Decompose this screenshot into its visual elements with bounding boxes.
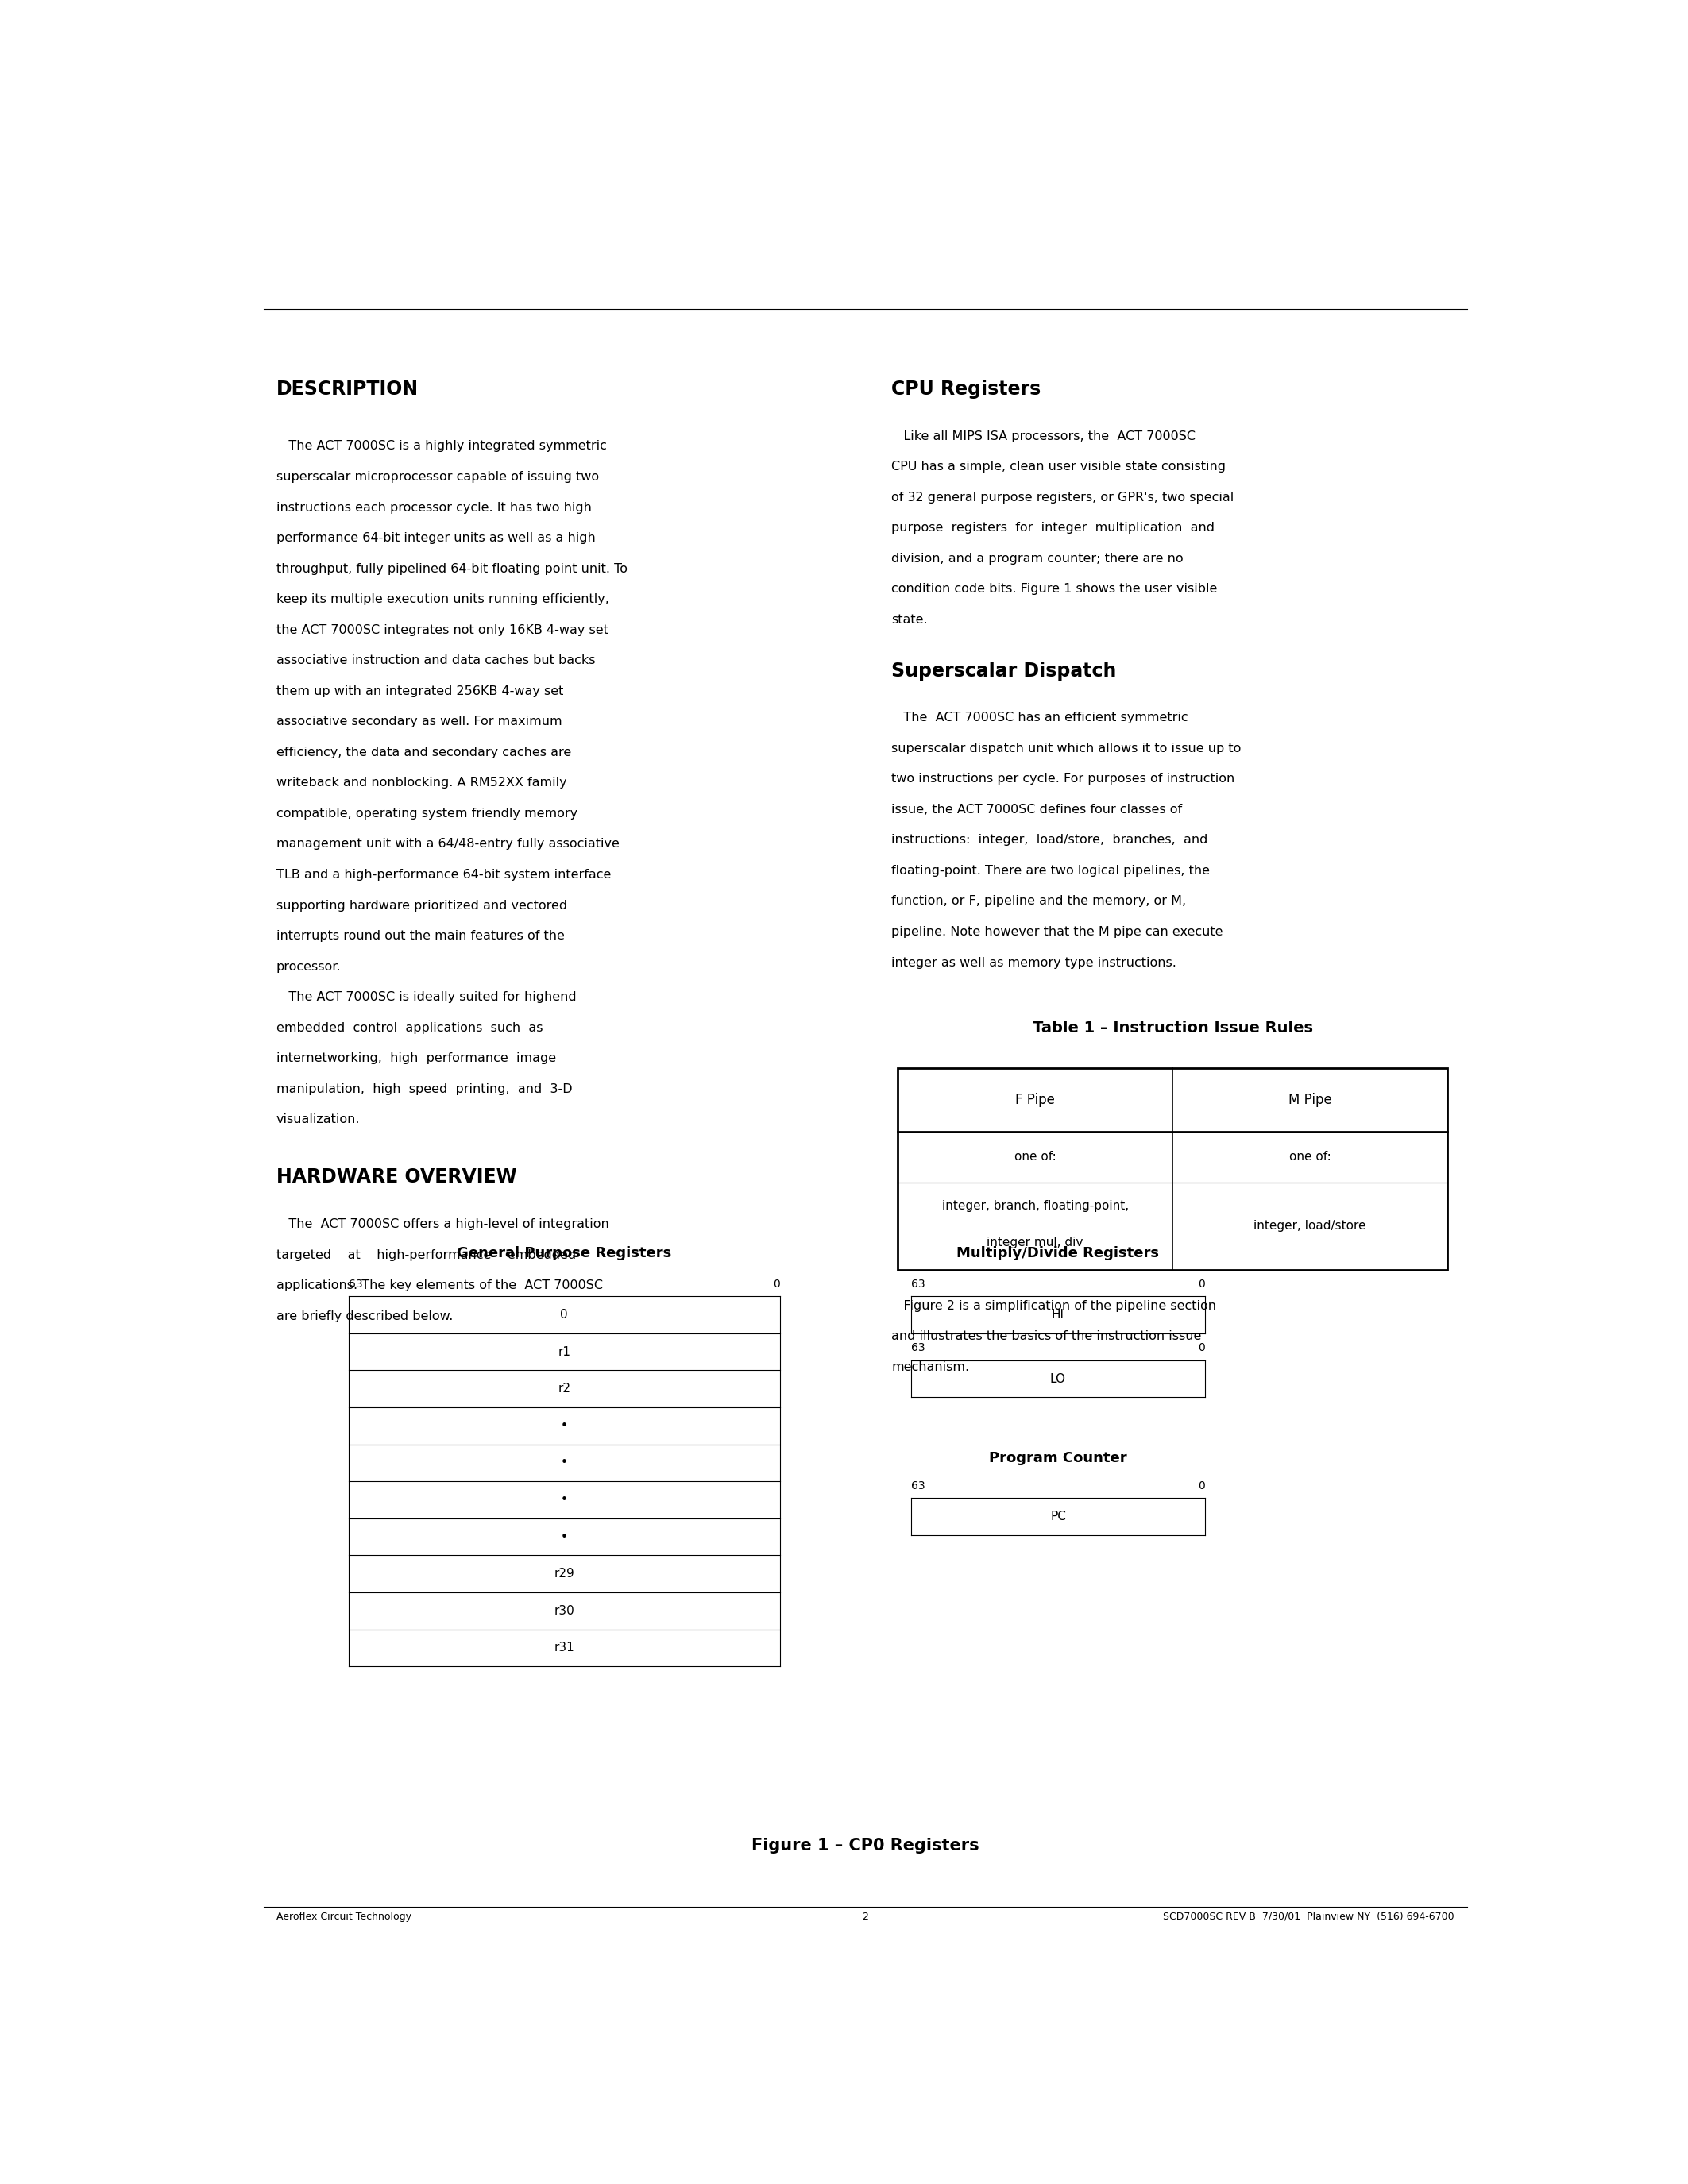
Text: r2: r2 [557,1382,571,1396]
Text: integer, load/store: integer, load/store [1254,1221,1366,1232]
Text: The  ACT 7000SC has an efficient symmetric: The ACT 7000SC has an efficient symmetri… [891,712,1188,723]
Text: condition code bits. Figure 1 shows the user visible: condition code bits. Figure 1 shows the … [891,583,1217,596]
Text: SCD7000SC REV B  7/30/01  Plainview NY  (516) 694-6700: SCD7000SC REV B 7/30/01 Plainview NY (51… [1163,1911,1453,1922]
Text: interrupts round out the main features of the: interrupts round out the main features o… [277,930,565,941]
Text: performance 64-bit integer units as well as a high: performance 64-bit integer units as well… [277,533,596,544]
Text: the ACT 7000SC integrates not only 16KB 4-way set: the ACT 7000SC integrates not only 16KB … [277,625,608,636]
Text: of 32 general purpose registers, or GPR's, two special: of 32 general purpose registers, or GPR'… [891,491,1234,502]
Text: •: • [560,1531,567,1542]
Text: 0: 0 [773,1278,780,1289]
Text: 63: 63 [912,1278,925,1289]
Text: r1: r1 [557,1345,571,1358]
Text: throughput, fully pipelined 64-bit floating point unit. To: throughput, fully pipelined 64-bit float… [277,563,628,574]
Text: 63: 63 [348,1278,363,1289]
Text: 0: 0 [560,1308,569,1321]
Text: 63: 63 [912,1481,925,1492]
Text: processor.: processor. [277,961,341,972]
Text: PC: PC [1050,1511,1065,1522]
Text: associative instruction and data caches but backs: associative instruction and data caches … [277,655,596,666]
Text: mechanism.: mechanism. [891,1361,969,1374]
Text: DESCRIPTION: DESCRIPTION [277,380,419,400]
Text: •: • [560,1494,567,1505]
Text: efficiency, the data and secondary caches are: efficiency, the data and secondary cache… [277,747,571,758]
Text: manipulation,  high  speed  printing,  and  3-D: manipulation, high speed printing, and 3… [277,1083,572,1094]
Text: superscalar microprocessor capable of issuing two: superscalar microprocessor capable of is… [277,472,599,483]
Text: CPU has a simple, clean user visible state consisting: CPU has a simple, clean user visible sta… [891,461,1225,472]
Text: r30: r30 [554,1605,574,1616]
Text: 0: 0 [1198,1343,1205,1354]
Text: integer, branch, floating-point,: integer, branch, floating-point, [942,1199,1129,1212]
Text: The ACT 7000SC is a highly integrated symmetric: The ACT 7000SC is a highly integrated sy… [277,441,606,452]
Text: state.: state. [891,614,927,627]
Text: superscalar dispatch unit which allows it to issue up to: superscalar dispatch unit which allows i… [891,743,1241,753]
Text: associative secondary as well. For maximum: associative secondary as well. For maxim… [277,716,562,727]
Text: purpose  registers  for  integer  multiplication  and: purpose registers for integer multiplica… [891,522,1215,533]
Text: integer as well as memory type instructions.: integer as well as memory type instructi… [891,957,1177,968]
Text: issue, the ACT 7000SC defines four classes of: issue, the ACT 7000SC defines four class… [891,804,1182,815]
Text: keep its multiple execution units running efficiently,: keep its multiple execution units runnin… [277,594,609,605]
Text: LO: LO [1050,1374,1067,1385]
Text: one of:: one of: [1290,1151,1330,1164]
Text: and illustrates the basics of the instruction issue: and illustrates the basics of the instru… [891,1330,1202,1343]
Text: Aeroflex Circuit Technology: Aeroflex Circuit Technology [277,1911,412,1922]
Text: two instructions per cycle. For purposes of instruction: two instructions per cycle. For purposes… [891,773,1234,784]
Text: one of:: one of: [1014,1151,1057,1164]
Text: pipeline. Note however that the M pipe can execute: pipeline. Note however that the M pipe c… [891,926,1222,937]
Text: M Pipe: M Pipe [1288,1092,1332,1107]
Text: 63: 63 [912,1343,925,1354]
Text: r29: r29 [554,1568,574,1579]
Text: Figure 1 – CP0 Registers: Figure 1 – CP0 Registers [751,1837,979,1854]
Text: them up with an integrated 256KB 4-way set: them up with an integrated 256KB 4-way s… [277,686,564,697]
Text: internetworking,  high  performance  image: internetworking, high performance image [277,1053,555,1064]
Text: Multiply/Divide Registers: Multiply/Divide Registers [957,1245,1160,1260]
Bar [898,1068,1447,1269]
Text: compatible, operating system friendly memory: compatible, operating system friendly me… [277,808,577,819]
Text: TLB and a high-performance 64-bit system interface: TLB and a high-performance 64-bit system… [277,869,611,880]
Text: floating-point. There are two logical pipelines, the: floating-point. There are two logical pi… [891,865,1210,876]
Text: •: • [560,1420,567,1433]
Text: Figure 2 is a simplification of the pipeline section: Figure 2 is a simplification of the pipe… [891,1299,1215,1313]
Text: CPU Registers: CPU Registers [891,380,1041,400]
Text: HI: HI [1052,1308,1065,1321]
Text: F Pipe: F Pipe [1016,1092,1055,1107]
Text: 2: 2 [863,1911,868,1922]
Text: targeted    at    high-performance    embedded: targeted at high-performance embedded [277,1249,576,1260]
Text: function, or F, pipeline and the memory, or M,: function, or F, pipeline and the memory,… [891,895,1187,906]
Text: Table 1 – Instruction Issue Rules: Table 1 – Instruction Issue Rules [1033,1020,1313,1035]
Text: Program Counter: Program Counter [989,1450,1128,1465]
Text: Superscalar Dispatch: Superscalar Dispatch [891,662,1116,681]
Text: HARDWARE OVERVIEW: HARDWARE OVERVIEW [277,1168,517,1186]
Text: General Purpose Registers: General Purpose Registers [457,1245,672,1260]
Text: The ACT 7000SC is ideally suited for highend: The ACT 7000SC is ideally suited for hig… [277,992,576,1002]
Text: instructions each processor cycle. It has two high: instructions each processor cycle. It ha… [277,502,592,513]
Text: 0: 0 [1198,1278,1205,1289]
Text: management unit with a 64/48-entry fully associative: management unit with a 64/48-entry fully… [277,839,619,850]
Text: applications. The key elements of the  ACT 7000SC: applications. The key elements of the AC… [277,1280,603,1291]
Text: are briefly described below.: are briefly described below. [277,1310,452,1321]
Text: instructions:  integer,  load/store,  branches,  and: instructions: integer, load/store, branc… [891,834,1207,845]
Text: The  ACT 7000SC offers a high-level of integration: The ACT 7000SC offers a high-level of in… [277,1219,609,1230]
Text: division, and a program counter; there are no: division, and a program counter; there a… [891,553,1183,566]
Text: 0: 0 [1198,1481,1205,1492]
Text: supporting hardware prioritized and vectored: supporting hardware prioritized and vect… [277,900,567,911]
Text: Like all MIPS ISA processors, the  ACT 7000SC: Like all MIPS ISA processors, the ACT 70… [891,430,1195,441]
Text: •: • [560,1457,567,1470]
Text: embedded  control  applications  such  as: embedded control applications such as [277,1022,544,1033]
Text: r31: r31 [554,1642,574,1653]
Text: integer mul, div: integer mul, div [987,1236,1084,1249]
Text: visualization.: visualization. [277,1114,360,1125]
Text: writeback and nonblocking. A RM52XX family: writeback and nonblocking. A RM52XX fami… [277,778,567,788]
